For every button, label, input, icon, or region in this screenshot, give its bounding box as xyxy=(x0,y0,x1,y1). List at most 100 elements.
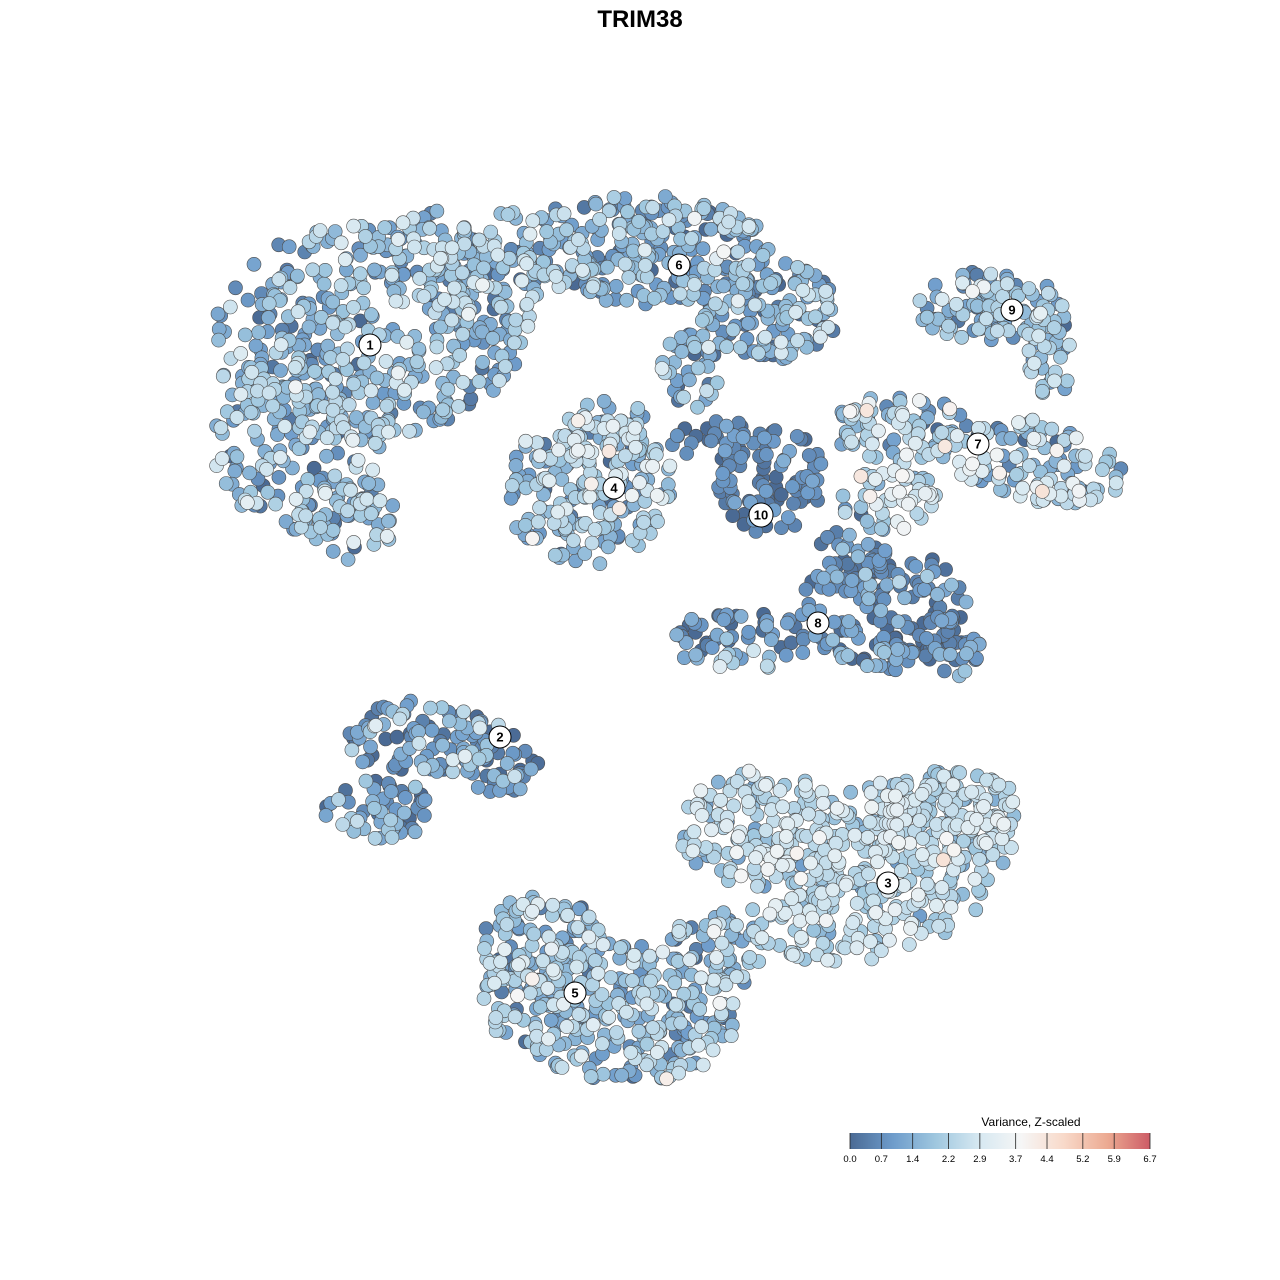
cell-point xyxy=(318,485,333,501)
cell-point xyxy=(333,278,349,293)
cell-point xyxy=(485,330,501,346)
cell-point xyxy=(341,397,357,413)
cell-point xyxy=(312,223,328,238)
cell-point xyxy=(631,1024,647,1039)
cell-point xyxy=(954,329,970,345)
cell-point xyxy=(1095,462,1110,478)
cell-point xyxy=(627,420,643,436)
cell-point xyxy=(522,226,538,242)
cell-point xyxy=(600,539,616,555)
cell-point xyxy=(709,375,725,391)
cell-point xyxy=(890,642,905,657)
cell-point xyxy=(845,915,861,930)
cell-point xyxy=(291,441,307,457)
cell-point xyxy=(261,385,277,401)
cell-point xyxy=(412,271,428,286)
cell-point xyxy=(1049,443,1065,458)
cell-point xyxy=(500,207,516,222)
cell-point xyxy=(901,937,917,952)
cell-point xyxy=(358,229,373,244)
cell-point xyxy=(859,403,875,418)
cell-point xyxy=(874,521,889,537)
cell-point xyxy=(471,374,487,389)
cell-point xyxy=(1056,458,1072,474)
cell-point xyxy=(745,902,761,918)
cell-point xyxy=(532,500,547,516)
cell-point xyxy=(435,737,450,753)
cell-point xyxy=(829,800,845,816)
cell-point xyxy=(937,439,953,454)
cell-point xyxy=(849,940,865,956)
cluster-label-10: 10 xyxy=(748,502,774,528)
cell-point xyxy=(935,852,951,868)
cell-point xyxy=(757,329,773,345)
cell-point xyxy=(779,615,795,631)
cell-point xyxy=(914,847,930,862)
cell-point xyxy=(532,448,548,464)
cell-point xyxy=(409,354,425,370)
cell-point xyxy=(890,614,906,630)
cell-point xyxy=(1044,421,1060,437)
cell-point xyxy=(545,962,561,978)
cell-point xyxy=(706,849,722,865)
cluster-label-9: 9 xyxy=(1000,298,1024,322)
cell-point xyxy=(585,1017,601,1032)
cell-point xyxy=(530,514,546,530)
cell-point xyxy=(741,219,757,234)
cell-point xyxy=(571,901,587,917)
cell-point xyxy=(628,439,643,455)
cell-point xyxy=(862,814,878,830)
cell-point xyxy=(581,929,597,945)
cell-point xyxy=(594,987,610,1002)
cell-point xyxy=(1004,840,1019,855)
cell-point xyxy=(233,386,249,402)
legend-tick-label: 6.7 xyxy=(1143,1154,1156,1165)
cell-point xyxy=(909,506,925,521)
cell-point xyxy=(835,488,851,504)
cell-point xyxy=(385,498,401,513)
cell-point xyxy=(655,224,671,239)
cell-point xyxy=(657,189,673,204)
cell-point xyxy=(446,280,462,296)
cell-point xyxy=(690,399,705,415)
cell-point xyxy=(355,754,371,770)
cell-point xyxy=(727,495,743,511)
cell-point xyxy=(367,262,382,278)
cell-point xyxy=(271,470,287,485)
cell-point xyxy=(729,969,744,985)
cell-point xyxy=(662,336,678,352)
cell-point xyxy=(853,468,869,484)
cell-point xyxy=(229,449,245,465)
cell-point xyxy=(785,479,800,495)
cell-point xyxy=(524,971,540,987)
cell-point xyxy=(983,266,999,282)
cell-point xyxy=(733,450,749,465)
cell-point xyxy=(417,808,432,823)
cell-point xyxy=(861,866,876,882)
cell-point xyxy=(518,517,533,533)
cell-point xyxy=(919,309,935,325)
cell-point xyxy=(349,410,364,425)
cell-point xyxy=(965,456,980,472)
cell-point xyxy=(606,190,622,205)
cell-point xyxy=(1062,337,1077,353)
cell-point xyxy=(340,503,355,519)
cell-point xyxy=(790,333,805,348)
cell-point xyxy=(470,780,486,795)
cell-point xyxy=(806,922,822,938)
cell-point xyxy=(798,582,814,597)
cell-point xyxy=(910,887,926,903)
cell-point xyxy=(956,833,971,849)
cell-point xyxy=(864,799,880,815)
cell-point xyxy=(366,800,382,816)
cell-point xyxy=(620,204,635,219)
cell-point xyxy=(525,213,541,228)
cell-point xyxy=(407,239,422,255)
cell-point xyxy=(991,777,1007,793)
cell-point xyxy=(930,587,945,602)
cell-point xyxy=(937,792,953,808)
cell-point xyxy=(872,775,888,791)
cell-point xyxy=(461,306,476,322)
cell-point xyxy=(569,959,585,975)
cell-point xyxy=(499,756,515,771)
